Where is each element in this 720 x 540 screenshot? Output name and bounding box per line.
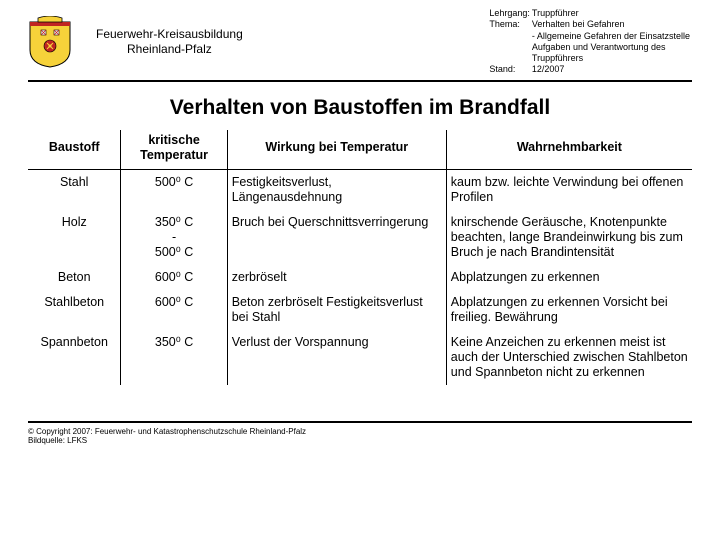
org-line1: Feuerwehr-Kreisausbildung	[96, 27, 243, 42]
footer-source: Bildquelle: LFKS	[28, 436, 692, 446]
th-wahrnehmbarkeit: Wahrnehmbarkeit	[446, 130, 692, 170]
table-row: Holz350⁰ C - 500⁰ CBruch bei Querschnitt…	[28, 210, 692, 265]
cell-temp: 350⁰ C - 500⁰ C	[121, 210, 227, 265]
cell-baustoff: Stahlbeton	[28, 290, 121, 330]
cell-temp: 500⁰ C	[121, 169, 227, 210]
header: Feuerwehr-Kreisausbildung Rheinland-Pfal…	[28, 8, 692, 82]
table-row: Stahl500⁰ CFestigkeitsverlust, Längenaus…	[28, 169, 692, 210]
thema-label: Thema:	[489, 19, 532, 64]
materials-table: Baustoff kritische Temperatur Wirkung be…	[28, 130, 692, 385]
footer-copyright: © Copyright 2007: Feuerwehr- und Katastr…	[28, 427, 692, 437]
th-temp: kritische Temperatur	[121, 130, 227, 170]
table-row: Stahlbeton600⁰ CBeton zerbröselt Festigk…	[28, 290, 692, 330]
header-meta: Lehrgang: Truppführer Thema: Verhalten b…	[489, 8, 692, 76]
cell-wirkung: Beton zerbröselt Festigkeitsverlust bei …	[227, 290, 446, 330]
cell-temp: 600⁰ C	[121, 290, 227, 330]
cell-wahrnehmbarkeit: knirschende Geräusche, Knotenpunkte beac…	[446, 210, 692, 265]
thema-value: Verhalten bei Gefahren - Allgemeine Gefa…	[532, 19, 692, 64]
cell-baustoff: Holz	[28, 210, 121, 265]
footer: © Copyright 2007: Feuerwehr- und Katastr…	[28, 421, 692, 446]
cell-wirkung: Bruch bei Querschnittsverringerung	[227, 210, 446, 265]
cell-wirkung: Verlust der Vorspannung	[227, 330, 446, 385]
cell-temp: 600⁰ C	[121, 265, 227, 290]
cell-wirkung: zerbröselt	[227, 265, 446, 290]
stand-value: 12/2007	[532, 64, 692, 75]
cell-wahrnehmbarkeit: kaum bzw. leichte Verwindung bei offenen…	[446, 169, 692, 210]
cell-wirkung: Festigkeitsverlust, Längenausdehnung	[227, 169, 446, 210]
table-row: Spannbeton350⁰ CVerlust der VorspannungK…	[28, 330, 692, 385]
lehrgang-value: Truppführer	[532, 8, 692, 19]
lehrgang-label: Lehrgang:	[489, 8, 532, 19]
table-body: Stahl500⁰ CFestigkeitsverlust, Längenaus…	[28, 169, 692, 385]
cell-wahrnehmbarkeit: Abplatzungen zu erkennen Vorsicht bei fr…	[446, 290, 692, 330]
th-baustoff: Baustoff	[28, 130, 121, 170]
org-line2: Rheinland-Pfalz	[96, 42, 243, 57]
stand-label: Stand:	[489, 64, 532, 75]
page-title: Verhalten von Baustoffen im Brandfall	[28, 96, 692, 120]
cell-wahrnehmbarkeit: Abplatzungen zu erkennen	[446, 265, 692, 290]
cell-baustoff: Stahl	[28, 169, 121, 210]
table-row: Beton600⁰ CzerbröseltAbplatzungen zu erk…	[28, 265, 692, 290]
cell-baustoff: Spannbeton	[28, 330, 121, 385]
th-wirkung: Wirkung bei Temperatur	[227, 130, 446, 170]
table-header-row: Baustoff kritische Temperatur Wirkung be…	[28, 130, 692, 170]
coat-of-arms-icon	[28, 16, 72, 68]
cell-temp: 350⁰ C	[121, 330, 227, 385]
cell-baustoff: Beton	[28, 265, 121, 290]
cell-wahrnehmbarkeit: Keine Anzeichen zu erkennen meist ist au…	[446, 330, 692, 385]
org-block: Feuerwehr-Kreisausbildung Rheinland-Pfal…	[96, 27, 243, 57]
